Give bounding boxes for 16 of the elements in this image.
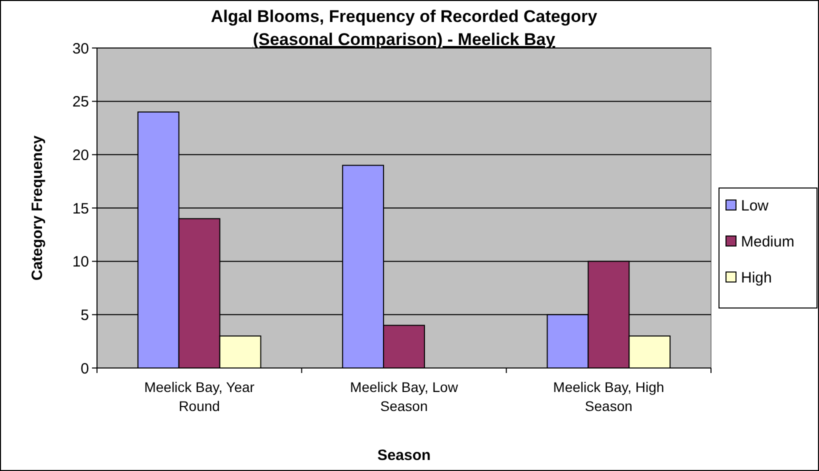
y-tick-label: 5 [80, 306, 89, 324]
x-tick-label: Meelick Bay, Low Season [350, 379, 459, 414]
x-axis-title: Season [377, 447, 431, 464]
x-tick-label: Meelick Bay, Year Round [144, 379, 255, 414]
legend-label: Medium [741, 233, 794, 250]
y-axis-title: Category Frequency [29, 134, 46, 281]
chart-title: Algal Blooms, Frequency of Recorded Category (Seasonal Comparison) - Meelick Bay [210, 7, 598, 49]
x-tick-label: Meelick Bay, High Season [553, 379, 664, 414]
y-tick-label: 15 [72, 200, 89, 218]
legend-label: High [741, 269, 772, 286]
y-tick-label: 10 [72, 254, 89, 271]
legend-label: Low [741, 197, 769, 214]
y-tick-label: 30 [72, 40, 89, 58]
y-tick-label: 25 [72, 94, 89, 111]
y-tick-label: 20 [72, 146, 89, 164]
y-tick-label: 0 [80, 360, 89, 378]
